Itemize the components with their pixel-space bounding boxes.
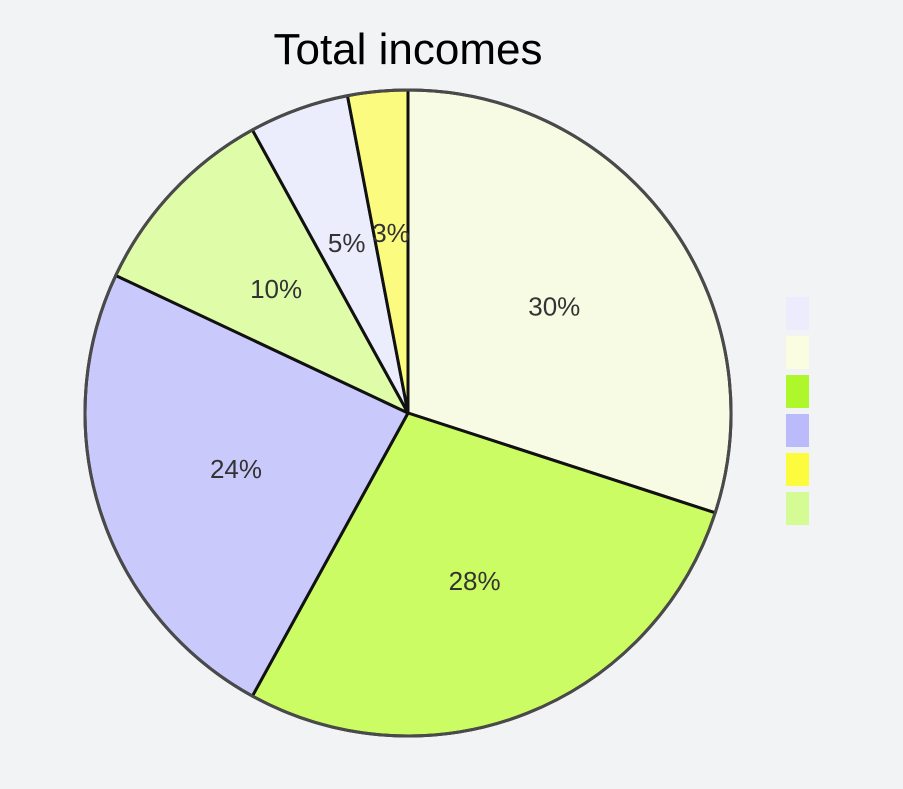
legend bbox=[786, 297, 809, 525]
slice-label-6: 3% bbox=[372, 218, 410, 248]
pie-outline bbox=[83, 88, 733, 738]
slice-label-2: 28% bbox=[449, 566, 501, 596]
chart-title: Total incomes bbox=[273, 25, 542, 74]
legend-swatch-2 bbox=[786, 336, 809, 369]
slice-label-3: 24% bbox=[210, 454, 262, 484]
legend-swatch-1 bbox=[786, 297, 809, 330]
slice-label-1: 30% bbox=[528, 292, 580, 322]
legend-swatch-6 bbox=[786, 492, 809, 525]
slice-label-4: 10% bbox=[250, 274, 302, 304]
slice-labels: 30% 28% 24% 10% 5% 3% bbox=[210, 218, 580, 596]
pie-slices bbox=[83, 88, 733, 738]
slice-label-5: 5% bbox=[328, 228, 366, 258]
legend-swatch-5 bbox=[786, 453, 809, 486]
legend-swatch-3 bbox=[786, 375, 809, 408]
legend-swatch-4 bbox=[786, 414, 809, 447]
